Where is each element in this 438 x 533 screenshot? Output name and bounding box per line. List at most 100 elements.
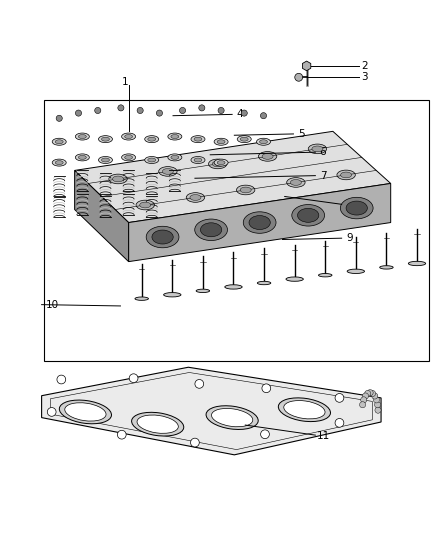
Circle shape: [374, 397, 380, 403]
Ellipse shape: [408, 261, 426, 265]
Ellipse shape: [347, 269, 364, 273]
Ellipse shape: [145, 135, 159, 143]
Ellipse shape: [194, 137, 202, 141]
Circle shape: [261, 430, 269, 439]
Ellipse shape: [237, 185, 255, 195]
Ellipse shape: [59, 400, 112, 424]
Circle shape: [195, 379, 204, 388]
Ellipse shape: [102, 158, 110, 162]
Ellipse shape: [308, 144, 327, 154]
Ellipse shape: [135, 297, 148, 301]
Ellipse shape: [341, 172, 352, 178]
Circle shape: [218, 108, 224, 114]
Ellipse shape: [164, 293, 181, 297]
Ellipse shape: [99, 157, 113, 164]
Circle shape: [129, 374, 138, 383]
Circle shape: [335, 393, 344, 402]
Text: 4: 4: [237, 109, 243, 119]
Text: 9: 9: [346, 233, 353, 243]
Ellipse shape: [145, 157, 159, 164]
Circle shape: [56, 115, 62, 122]
Ellipse shape: [206, 406, 258, 430]
Ellipse shape: [194, 158, 202, 162]
Circle shape: [199, 105, 205, 111]
Ellipse shape: [137, 415, 178, 433]
Ellipse shape: [148, 137, 155, 141]
Circle shape: [375, 407, 381, 413]
Polygon shape: [302, 61, 311, 71]
Circle shape: [335, 418, 344, 427]
Ellipse shape: [217, 140, 225, 144]
Ellipse shape: [225, 285, 242, 289]
Circle shape: [57, 375, 66, 384]
Ellipse shape: [212, 408, 253, 427]
Ellipse shape: [237, 135, 251, 143]
Text: 1: 1: [121, 77, 128, 87]
Ellipse shape: [240, 137, 248, 141]
Ellipse shape: [55, 160, 63, 165]
Ellipse shape: [243, 212, 276, 233]
Text: 2: 2: [361, 61, 368, 71]
Ellipse shape: [286, 277, 304, 281]
Ellipse shape: [297, 208, 319, 222]
Text: 6: 6: [320, 147, 326, 157]
Text: 3: 3: [361, 72, 368, 82]
Ellipse shape: [102, 137, 110, 141]
Text: 7: 7: [320, 171, 326, 181]
Circle shape: [75, 110, 81, 116]
Ellipse shape: [171, 134, 179, 139]
Ellipse shape: [217, 160, 225, 165]
Circle shape: [360, 402, 366, 408]
Circle shape: [262, 384, 271, 393]
Ellipse shape: [78, 134, 86, 139]
Ellipse shape: [191, 157, 205, 164]
Ellipse shape: [337, 170, 355, 180]
Ellipse shape: [131, 413, 184, 436]
Ellipse shape: [346, 201, 367, 215]
Ellipse shape: [122, 154, 136, 161]
Text: 5: 5: [298, 129, 304, 139]
Ellipse shape: [65, 403, 106, 421]
Ellipse shape: [284, 401, 325, 419]
Ellipse shape: [260, 140, 268, 144]
Ellipse shape: [287, 177, 305, 187]
Ellipse shape: [168, 133, 182, 140]
Ellipse shape: [318, 273, 332, 277]
Circle shape: [360, 397, 367, 403]
Ellipse shape: [257, 138, 271, 146]
Circle shape: [367, 390, 373, 395]
Ellipse shape: [196, 289, 210, 293]
Ellipse shape: [191, 135, 205, 143]
Ellipse shape: [262, 154, 273, 159]
Circle shape: [95, 108, 101, 114]
Ellipse shape: [312, 146, 323, 152]
Ellipse shape: [278, 398, 331, 422]
Ellipse shape: [380, 266, 393, 269]
Ellipse shape: [52, 159, 66, 166]
Text: 11: 11: [317, 431, 330, 441]
Ellipse shape: [212, 161, 223, 167]
Ellipse shape: [75, 133, 89, 140]
Ellipse shape: [290, 180, 301, 185]
Text: 10: 10: [46, 300, 59, 310]
Ellipse shape: [171, 156, 179, 159]
Ellipse shape: [109, 174, 127, 184]
Circle shape: [362, 393, 368, 399]
Ellipse shape: [249, 215, 270, 230]
Circle shape: [364, 391, 371, 397]
Ellipse shape: [186, 192, 205, 203]
Circle shape: [117, 430, 126, 439]
Polygon shape: [74, 131, 391, 223]
Ellipse shape: [125, 134, 133, 139]
Ellipse shape: [113, 176, 124, 182]
Ellipse shape: [159, 167, 177, 176]
Ellipse shape: [125, 156, 133, 159]
Ellipse shape: [99, 135, 113, 143]
Ellipse shape: [55, 140, 63, 144]
Ellipse shape: [240, 187, 251, 193]
Circle shape: [137, 108, 143, 114]
Bar: [44, 100, 429, 361]
Ellipse shape: [208, 159, 227, 169]
Circle shape: [261, 112, 267, 119]
Circle shape: [295, 74, 303, 81]
